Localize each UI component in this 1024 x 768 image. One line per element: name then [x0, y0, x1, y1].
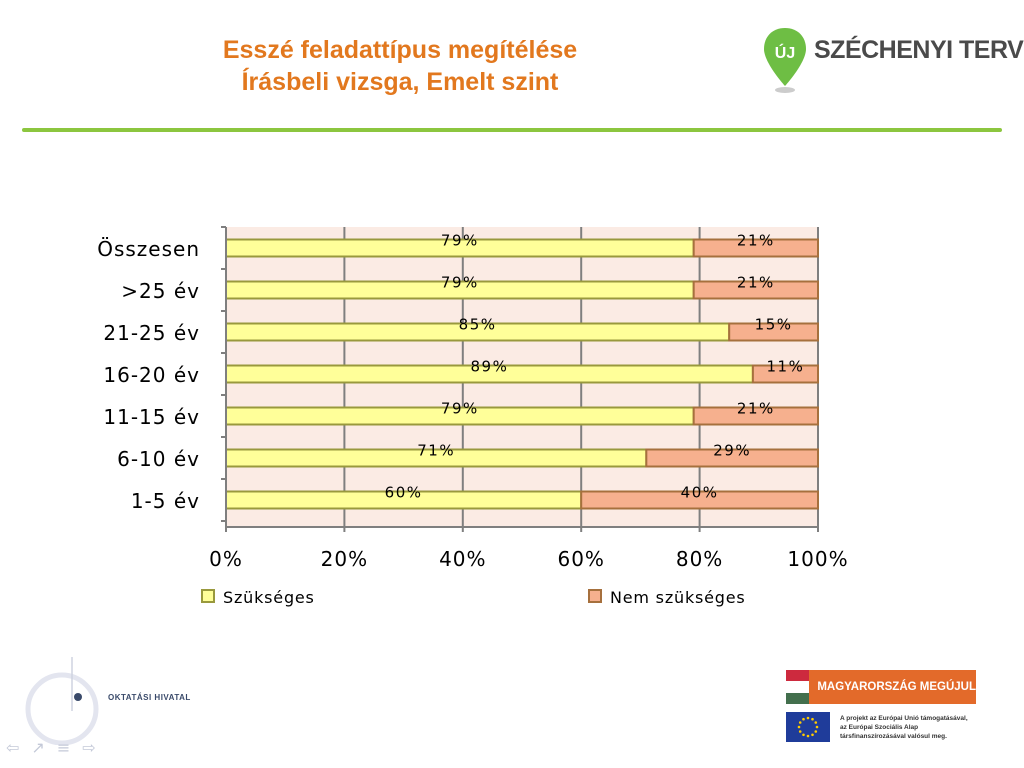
eu-star [814, 721, 818, 724]
x-tick-label: 40% [439, 547, 486, 571]
data-label: 79% [441, 232, 479, 250]
axes: Összesen >25 év 21-25 év 16-20 év 11-15 év 6-… [97, 226, 848, 571]
eu-star [806, 734, 810, 738]
bar-nem-szukseges [751, 364, 820, 384]
data-label: 89% [471, 358, 509, 376]
eu-stars-icon [797, 716, 819, 738]
org-name: OKTATÁSI HIVATAL [108, 693, 191, 702]
eu-text-line-1: A projekt az Európai Unió támogatásával, [840, 715, 968, 722]
x-tick-label: 80% [676, 547, 723, 571]
header-divider [22, 128, 1002, 132]
oktatasi-hivatal-logo: OKTATÁSI HIVATAL [20, 655, 190, 745]
x-tick-label: 100% [787, 547, 848, 571]
x-tick-label: 0% [209, 547, 243, 571]
category-label: 21-25 év [103, 321, 200, 345]
title-line-2: Írásbeli vizsga, Emelt szint [241, 68, 559, 96]
eu-star [802, 717, 805, 721]
eu-star [814, 730, 818, 733]
data-label: 60% [385, 484, 423, 502]
arrow-right-icon[interactable]: ⇨ [82, 738, 96, 757]
category-label: 11-15 év [103, 405, 200, 429]
arrow-left-icon[interactable]: ⇦ [6, 738, 20, 757]
eu-text-line-2: az Európai Szociális Alap [840, 724, 919, 731]
data-label: 21% [737, 400, 775, 418]
data-label: 79% [441, 274, 479, 292]
data-label: 85% [459, 316, 497, 334]
data-label: 11% [767, 358, 805, 376]
banner-text: MAGYARORSZÁG MEGÚJUL [817, 681, 976, 693]
eu-star [798, 730, 802, 733]
category-label: Összesen [97, 237, 200, 261]
eu-star [798, 721, 802, 724]
map-pin-icon: ÚJ [764, 28, 806, 93]
szechenyi-terv-logo: ÚJ SZÉCHENYI TERV [762, 26, 1024, 98]
menu-icon[interactable]: ≡ [56, 738, 71, 757]
circle-logo-icon [25, 657, 99, 745]
eu-star [797, 725, 801, 729]
legend-label: Szükséges [223, 588, 315, 607]
eu-support-text: A projekt az Európai Unió támogatásával,… [840, 714, 1010, 741]
legend-swatch [201, 589, 215, 603]
eu-star [806, 716, 810, 720]
category-label: 1-5 év [131, 489, 200, 513]
logo-text: SZÉCHENYI TERV [814, 36, 1024, 64]
bar-nem-szukseges [728, 322, 820, 342]
arrow-right-outline-icon[interactable]: ↗ [31, 738, 45, 757]
data-label: 21% [737, 274, 775, 292]
bar-nem-szukseges [692, 406, 819, 426]
data-label: 71% [417, 442, 455, 460]
category-label: 16-20 év [103, 363, 200, 387]
legend: Szükséges Nem szükséges [201, 588, 746, 607]
legend-label: Nem szükséges [610, 588, 746, 607]
category-label: >25 év [121, 279, 200, 303]
data-label: 29% [713, 442, 751, 460]
title-line-1: Esszé feladattípus megítélése [222, 36, 578, 64]
data-label: 21% [737, 232, 775, 250]
hungarian-flag-icon [786, 670, 810, 704]
data-label: 15% [755, 316, 793, 334]
category-label: 6-10 év [117, 447, 200, 471]
slide-title: Esszé feladattípus megítélése Írásbeli v… [150, 34, 650, 98]
bars: 79% 21% 79% 21% 85% 15% 89% 11% 79% 21% 71% 29% 60% 4… [225, 232, 820, 510]
bar-nem-szukseges [645, 448, 819, 468]
x-tick-label: 60% [557, 547, 604, 571]
logo-pin-text: ÚJ [775, 43, 795, 62]
legend-swatch [588, 589, 602, 603]
eu-flag-icon [786, 712, 830, 742]
eu-star [815, 725, 819, 729]
slide-navigation: ⇦ ↗ ≡ ⇨ [6, 738, 96, 757]
magyarorszag-megujul-banner: MAGYARORSZÁG MEGÚJUL [786, 670, 976, 704]
bar-nem-szukseges [692, 280, 819, 300]
x-tick-label: 20% [321, 547, 368, 571]
eu-star [802, 733, 805, 737]
bar-nem-szukseges [580, 490, 820, 510]
eu-text-line-3: társfinanszírozásával valósul meg. [840, 733, 947, 740]
data-label: 79% [441, 400, 479, 418]
eu-star [811, 733, 814, 737]
data-label: 40% [681, 484, 719, 502]
bar-nem-szukseges [692, 238, 819, 258]
eu-star [811, 717, 814, 721]
